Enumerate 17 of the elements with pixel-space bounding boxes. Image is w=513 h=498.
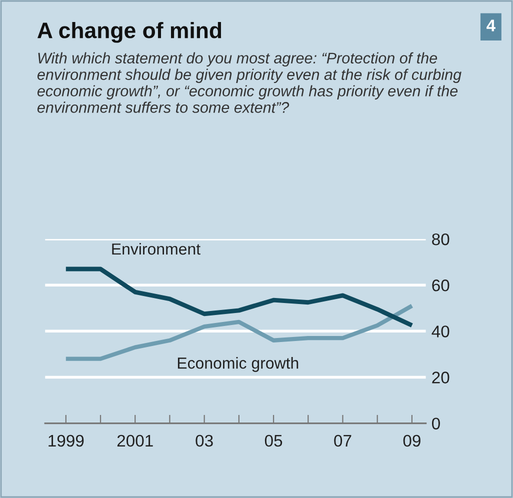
chart-title: A change of mind	[37, 22, 222, 43]
x-tick-label: 2001	[117, 434, 153, 447]
text: 4	[486, 20, 496, 32]
x-tick-label: 03	[196, 434, 213, 447]
y-tick-label: 80	[432, 233, 450, 246]
x-tick-label: 09	[403, 434, 420, 447]
y-tick-label: 20	[432, 372, 450, 384]
series-label: Environment	[112, 242, 200, 255]
series-label: Economic growth	[178, 357, 298, 372]
x-tick-label: 1999	[48, 434, 84, 447]
y-tick-label: 60	[432, 280, 450, 292]
chart-subtitle: With which statement do you most agree: “Protection of the environment should be given priority even at the risk of curbing economic growth”, or “economic growth has priority even if the environment suffers to some extent”?	[37, 52, 462, 113]
x-tick-label: 07	[334, 434, 352, 447]
x-tick-label: 05	[264, 434, 282, 447]
line-series	[64, 266, 414, 328]
y-tick-label: 0	[432, 418, 440, 430]
y-tick-label: 40	[432, 326, 450, 338]
